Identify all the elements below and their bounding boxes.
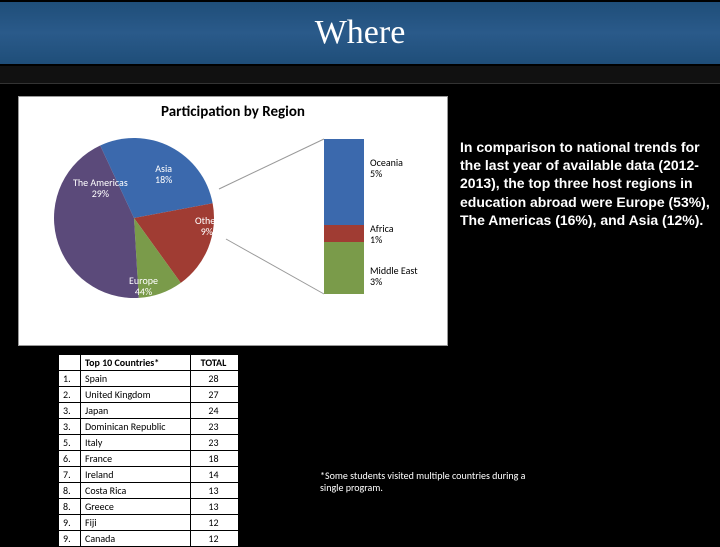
- table-cell-rank: 2.: [59, 387, 81, 403]
- table-cell-rank: 3.: [59, 419, 81, 435]
- table-cell-country: Italy: [81, 435, 191, 451]
- pie-chart: The Americas 29% Asia 18% Other 9% Europe 4…: [47, 131, 222, 306]
- table-cell-total: 28: [191, 371, 239, 387]
- chart-body: The Americas 29% Asia 18% Other 9% Europe 4…: [19, 121, 447, 341]
- table-cell-country: Spain: [81, 371, 191, 387]
- table-header-country: Top 10 Countries*: [81, 355, 191, 371]
- bar-of-pie-label: Oceania 5%: [370, 157, 403, 179]
- table-row: 1.Spain28: [59, 371, 239, 387]
- table-row: 2.United Kingdom27: [59, 387, 239, 403]
- comparison-paragraph: In comparison to national trends for the…: [460, 138, 710, 229]
- table-row: 6.France18: [59, 451, 239, 467]
- table-cell-country: Canada: [81, 531, 191, 547]
- table-row: 9.Fiji12: [59, 515, 239, 531]
- table-cell-rank: 3.: [59, 403, 81, 419]
- chart-title: Participation by Region: [19, 97, 447, 121]
- table-cell-total: 14: [191, 467, 239, 483]
- table-cell-total: 13: [191, 499, 239, 515]
- table-cell-rank: 9.: [59, 515, 81, 531]
- table-cell-rank: 5.: [59, 435, 81, 451]
- table-cell-total: 18: [191, 451, 239, 467]
- table-cell-rank: 8.: [59, 499, 81, 515]
- table-cell-country: France: [81, 451, 191, 467]
- table-cell-total: 12: [191, 515, 239, 531]
- bar-of-pie-label: Africa 1%: [370, 223, 394, 245]
- table-cell-country: United Kingdom: [81, 387, 191, 403]
- participation-chart-panel: Participation by Region The Americas 29%…: [18, 96, 448, 346]
- bar-of-pie-label: Middle East 3%: [370, 265, 418, 287]
- table-header-total: TOTAL: [191, 355, 239, 371]
- footnote: *Some students visited multiple countrie…: [320, 470, 540, 494]
- table-cell-total: 13: [191, 483, 239, 499]
- table-row: 5.Italy23: [59, 435, 239, 451]
- table-cell-country: Fiji: [81, 515, 191, 531]
- table-header-blank: [59, 355, 81, 371]
- table-row: 3.Japan24: [59, 403, 239, 419]
- divider-strip: [0, 66, 720, 84]
- table-cell-rank: 6.: [59, 451, 81, 467]
- table-row: 3.Dominican Republic23: [59, 419, 239, 435]
- bar-of-pie-segment: [324, 139, 364, 225]
- table-row: 8.Greece13: [59, 499, 239, 515]
- table-cell-country: Costa Rica: [81, 483, 191, 499]
- bar-of-pie-segment: [324, 225, 364, 242]
- table-cell-total: 24: [191, 403, 239, 419]
- table-cell-total: 27: [191, 387, 239, 403]
- pie-slice-label: Other 9%: [195, 215, 219, 237]
- table-cell-country: Ireland: [81, 467, 191, 483]
- page-title: Where: [315, 14, 406, 52]
- table-cell-rank: 9.: [59, 531, 81, 547]
- bar-of-pie-segment: [324, 242, 364, 294]
- table-cell-total: 23: [191, 419, 239, 435]
- table-row: 9.Canada12: [59, 531, 239, 547]
- table-cell-country: Greece: [81, 499, 191, 515]
- title-bar: Where: [0, 0, 720, 66]
- table-row: 7.Ireland14: [59, 467, 239, 483]
- top-countries-table-wrap: Top 10 Countries* TOTAL 1.Spain282.Unite…: [58, 354, 239, 547]
- table-cell-country: Dominican Republic: [81, 419, 191, 435]
- table-cell-total: 23: [191, 435, 239, 451]
- pie-slice-label: Europe 44%: [129, 275, 158, 297]
- table-cell-total: 12: [191, 531, 239, 547]
- pie-slice-label: The Americas 29%: [73, 177, 128, 199]
- table-cell-rank: 1.: [59, 371, 81, 387]
- table-cell-country: Japan: [81, 403, 191, 419]
- top-countries-table: Top 10 Countries* TOTAL 1.Spain282.Unite…: [58, 354, 239, 547]
- bar-of-pie: [324, 139, 364, 294]
- table-cell-rank: 8.: [59, 483, 81, 499]
- pie-slice-label: Asia 18%: [155, 163, 172, 185]
- table-cell-rank: 7.: [59, 467, 81, 483]
- table-row: 8.Costa Rica13: [59, 483, 239, 499]
